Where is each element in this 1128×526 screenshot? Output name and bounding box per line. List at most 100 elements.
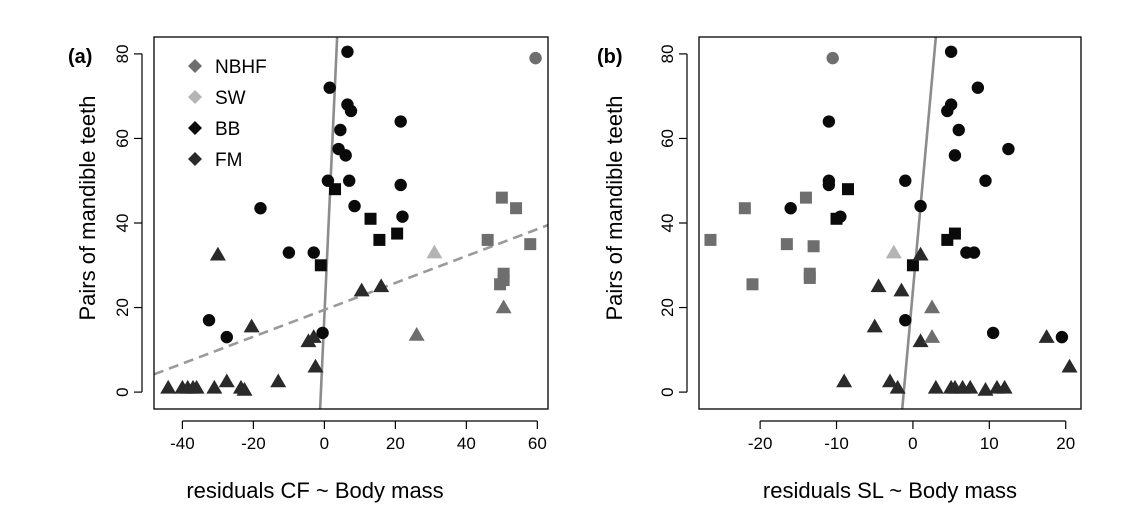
- panel-b-point-triangle-fm: [1038, 329, 1055, 343]
- panel-b-x-ticks: -20 -10 0 10 20: [748, 420, 1075, 453]
- panel-a-point-circle-bb: [396, 210, 409, 223]
- legend: NBHF SW BB FM: [188, 57, 267, 171]
- panel-a-point-triangle-fm: [209, 246, 226, 261]
- panel-a-point-circle-nbhf: [529, 51, 542, 65]
- panel-b-point-square-nbhf: [746, 278, 759, 291]
- panel-b-x-tick-label: -20: [748, 434, 773, 453]
- legend-entry-nbhf: NBHF: [188, 57, 267, 78]
- legend-entry-sw: SW: [188, 88, 246, 109]
- legend-marker-sw: [188, 90, 202, 104]
- panel-b-y-axis-title: Pairs of mandible teeth: [602, 95, 627, 320]
- panel-a-point-square-bb: [314, 259, 327, 272]
- panel-a-point-triangle-fm: [307, 358, 324, 373]
- panel-a-x-tick-label: 0: [320, 434, 329, 453]
- panel-a-x-tick-label: 20: [386, 434, 405, 453]
- panel-a-point-circle-bb: [323, 81, 336, 94]
- panel-a-point-square-bb: [373, 233, 386, 246]
- panel-b-point-triangle-fm: [893, 282, 910, 297]
- panel-a-y-tick-label: 0: [113, 387, 132, 396]
- panel-b-point-triangle-fm: [912, 246, 929, 261]
- legend-entry-fm: FM: [188, 150, 242, 171]
- panel-a-x-tick-label: -40: [170, 434, 195, 453]
- panel-a-point-circle-bb: [394, 115, 407, 128]
- panel-b-y-tick-label: 60: [658, 129, 677, 148]
- legend-label-bb: BB: [215, 119, 240, 140]
- panel-b-x-axis-title: residuals SL ~ Body mass: [763, 478, 1017, 503]
- panel-b-x-tick-label: 0: [908, 434, 917, 453]
- panel-a-point-circle-bb: [343, 174, 356, 187]
- panel-b-point-circle-bb: [967, 246, 981, 259]
- panel-a-point-circle-bb: [348, 199, 361, 213]
- panel-a-fit-line-dashed: [154, 223, 548, 376]
- panel-b-point-square-nbhf: [803, 271, 816, 284]
- panel-a-point-triangle-sw: [426, 244, 443, 259]
- panel-a-label: (a): [68, 46, 92, 68]
- panel-b-point-triangle-fm: [1061, 358, 1078, 373]
- panel-b-y-tick-label: 20: [658, 298, 677, 317]
- panel-b-point-circle-bb: [941, 104, 954, 118]
- panel-a-y-tick-label: 20: [113, 298, 132, 317]
- panel-b-point-square-bb: [841, 183, 854, 196]
- panel-b-x-tick-label: -10: [824, 434, 849, 453]
- panel-a-point-circle-bb: [316, 326, 329, 340]
- panel-b-point-circle-bb: [822, 115, 836, 128]
- legend-marker-bb: [188, 121, 202, 135]
- panel-b-point-square-nbhf: [780, 238, 793, 251]
- panel-b-point-triangle-fm: [996, 379, 1013, 394]
- panel-b-point-triangle-sw: [885, 244, 902, 259]
- panel-a-x-tick-label: 40: [457, 434, 476, 453]
- panel-b-point-triangle-fm: [977, 381, 994, 396]
- panel-a-y-tick-label: 60: [113, 129, 132, 148]
- panel-b-fit-line-solid: [900, 37, 938, 409]
- panel-a-point-square-bb: [391, 227, 404, 240]
- panel-a-point-square-nbhf: [481, 233, 494, 246]
- panel-b: (b) residuals SL ~ Body mass Pairs of ma…: [597, 36, 1082, 503]
- panel-b-point-triangle-fm: [866, 318, 883, 333]
- legend-label-nbhf: NBHF: [215, 57, 267, 78]
- panel-a-x-ticks: -40 -20 0 20 40 60: [170, 420, 547, 453]
- panel-a-point-triangle-fm: [305, 329, 322, 343]
- panel-b-point-circle-bb: [952, 123, 965, 137]
- panel-a-point-circle-bb: [307, 246, 320, 259]
- panel-a-y-ticks: 0 20 40 60 80: [113, 44, 143, 397]
- panel-b-point-triangle-fm: [870, 278, 887, 293]
- panel-b-point-circle-nbhf: [826, 51, 839, 65]
- legend-marker-nbhf: [188, 59, 202, 73]
- legend-label-sw: SW: [215, 88, 246, 109]
- panel-a-point-triangle-fm: [218, 373, 235, 388]
- panel-b-plot-frame: [698, 36, 1082, 410]
- panel-b-point-circle-bb: [979, 174, 992, 187]
- panel-a-fit-lines: [154, 37, 548, 409]
- panel-a-point-circle-bb: [282, 246, 296, 259]
- panel-b-x-tick-label: 10: [980, 434, 999, 453]
- panel-b-point-circle-bb: [914, 199, 927, 213]
- panel-b-label: (b): [597, 46, 623, 68]
- panel-a-point-circle-bb: [202, 314, 216, 327]
- panel-a-x-axis-title: residuals CF ~ Body mass: [186, 478, 443, 503]
- panel-a-point-circle-bb: [344, 104, 358, 118]
- panel-a-point-triangle-fm: [188, 379, 205, 394]
- panel-b-point-square-nbhf: [738, 202, 751, 215]
- panel-a-fit-line-solid: [318, 37, 339, 409]
- panel-a-points: [160, 45, 542, 396]
- panel-a-point-square-nbhf: [524, 238, 537, 251]
- legend-entry-bb: BB: [188, 119, 240, 140]
- panel-a-point-circle-bb: [220, 330, 233, 344]
- panel-b-point-triangle-fm: [912, 333, 929, 348]
- panel-a-point-triangle-fm: [353, 282, 370, 297]
- panel-b-points: [704, 45, 1078, 396]
- panel-a-point-triangle-fm: [270, 373, 287, 388]
- panel-a-point-triangle-fm: [373, 278, 390, 293]
- panel-b-point-circle-bb: [948, 149, 962, 162]
- panel-a-point-triangle-fm: [236, 381, 253, 396]
- panel-b-point-circle-bb: [822, 178, 836, 192]
- panel-b-fit-lines: [900, 37, 938, 409]
- panel-a-point-circle-bb: [341, 45, 354, 58]
- panel-b-point-square-bb: [906, 259, 919, 272]
- panel-b-point-triangle-fm: [927, 379, 944, 394]
- panel-b-y-tick-label: 40: [658, 214, 677, 233]
- panel-a-y-tick-label: 40: [113, 214, 132, 233]
- panel-b-point-triangle-nbhf: [924, 329, 941, 343]
- panel-a-plot-frame: [153, 36, 549, 410]
